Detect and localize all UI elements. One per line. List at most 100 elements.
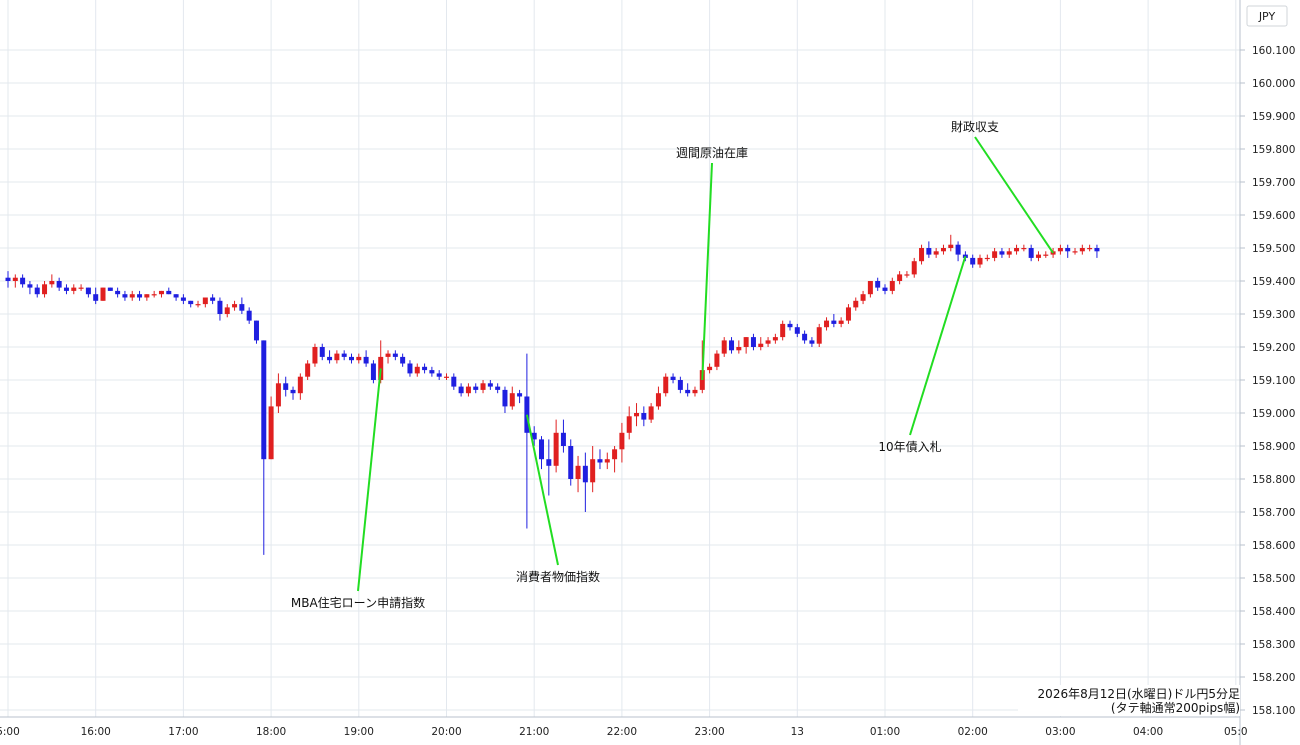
candle	[604, 452, 610, 470]
candle-body	[458, 386, 464, 394]
candle-body	[268, 406, 274, 460]
candle	[590, 446, 596, 493]
candle-body	[794, 327, 800, 334]
candle	[677, 376, 683, 394]
candle	[889, 277, 895, 295]
candle-body	[224, 307, 230, 314]
candle-body	[1043, 254, 1049, 256]
candle-body	[919, 248, 925, 262]
candle	[144, 294, 150, 301]
x-tick-label: 20:00	[431, 726, 461, 738]
candle-body	[34, 287, 40, 295]
candle	[414, 363, 420, 377]
y-tick-label: 158.500	[1252, 573, 1295, 585]
candle	[122, 290, 128, 301]
candle	[853, 297, 859, 311]
annotation-line	[357, 368, 382, 592]
candle	[49, 274, 55, 288]
candle	[246, 307, 252, 324]
candle	[115, 287, 121, 298]
candle	[495, 383, 501, 394]
candle	[217, 297, 223, 321]
candle	[253, 320, 259, 344]
candle-body	[531, 432, 537, 440]
candle-body	[736, 347, 742, 351]
candle	[473, 383, 479, 394]
candle	[436, 370, 442, 380]
candle-body	[144, 294, 150, 298]
candle	[348, 353, 354, 364]
candle	[904, 271, 910, 278]
y-tick-label: 159.900	[1252, 111, 1295, 123]
x-tick-label: 03:00	[1045, 726, 1075, 738]
candle-body	[297, 376, 303, 394]
candle-body	[407, 363, 413, 374]
candle-body	[429, 370, 435, 374]
candle	[327, 350, 333, 364]
candle	[707, 363, 713, 374]
candle	[458, 383, 464, 397]
candle-body	[63, 287, 69, 291]
candle	[1021, 244, 1027, 252]
candle	[129, 290, 135, 301]
candle-body	[414, 366, 420, 374]
candle	[107, 287, 113, 291]
candle-body	[824, 320, 830, 328]
candle-body	[5, 277, 11, 281]
candle	[692, 386, 698, 397]
caption-line-1: 2026年8月12日(水曜日)ドル円5分足	[1038, 687, 1240, 701]
candle-body	[546, 459, 552, 466]
candle-body	[1050, 251, 1056, 255]
candle-body	[1079, 248, 1085, 252]
annotation-label: 10年債入札	[878, 439, 941, 454]
candle-body	[129, 294, 135, 298]
candle-body	[180, 297, 186, 301]
candle	[663, 373, 669, 397]
candle-body	[568, 446, 574, 479]
candle-body	[341, 353, 347, 357]
x-tick-label: 17:00	[168, 726, 198, 738]
annotation-line	[909, 255, 967, 436]
candle	[897, 271, 903, 285]
candle-body	[100, 287, 106, 301]
x-tick-label: 02:00	[958, 726, 988, 738]
candle-body	[758, 343, 764, 347]
candle	[429, 366, 435, 377]
candle-body	[933, 251, 939, 255]
candle-body	[71, 287, 77, 291]
candle	[85, 287, 91, 298]
caption-line-2: (タテ軸通常200pips幅)	[1111, 700, 1240, 715]
candle-body	[436, 373, 442, 377]
candle-body	[422, 366, 428, 371]
candle-body	[275, 383, 281, 407]
x-tick-label: 21:00	[519, 726, 549, 738]
candle-body	[465, 386, 471, 394]
candle-body	[831, 320, 837, 324]
candle	[875, 277, 881, 291]
candle	[729, 337, 735, 354]
candle-body	[641, 413, 647, 420]
candle-body	[582, 465, 588, 483]
candle-body	[370, 363, 376, 380]
x-tick-label: 13	[791, 726, 804, 738]
y-tick-label: 158.600	[1252, 540, 1295, 552]
candle-body	[253, 320, 259, 341]
candle-body	[334, 353, 340, 361]
y-tick-label: 159.200	[1252, 342, 1295, 354]
candle	[261, 340, 267, 555]
candle-body	[984, 257, 990, 260]
candle-body	[392, 353, 398, 357]
y-tick-label: 159.800	[1252, 144, 1295, 156]
candle-body	[553, 432, 559, 466]
annotation-label: 週間原油在庫	[676, 146, 748, 160]
candle-body	[122, 294, 128, 298]
candle	[1014, 244, 1020, 255]
candle-body	[85, 287, 91, 295]
candle-body	[93, 294, 99, 301]
candle	[743, 337, 749, 354]
candle	[831, 314, 837, 328]
y-tick-label: 159.700	[1252, 177, 1295, 189]
candle	[1094, 244, 1100, 258]
candle	[575, 455, 581, 493]
